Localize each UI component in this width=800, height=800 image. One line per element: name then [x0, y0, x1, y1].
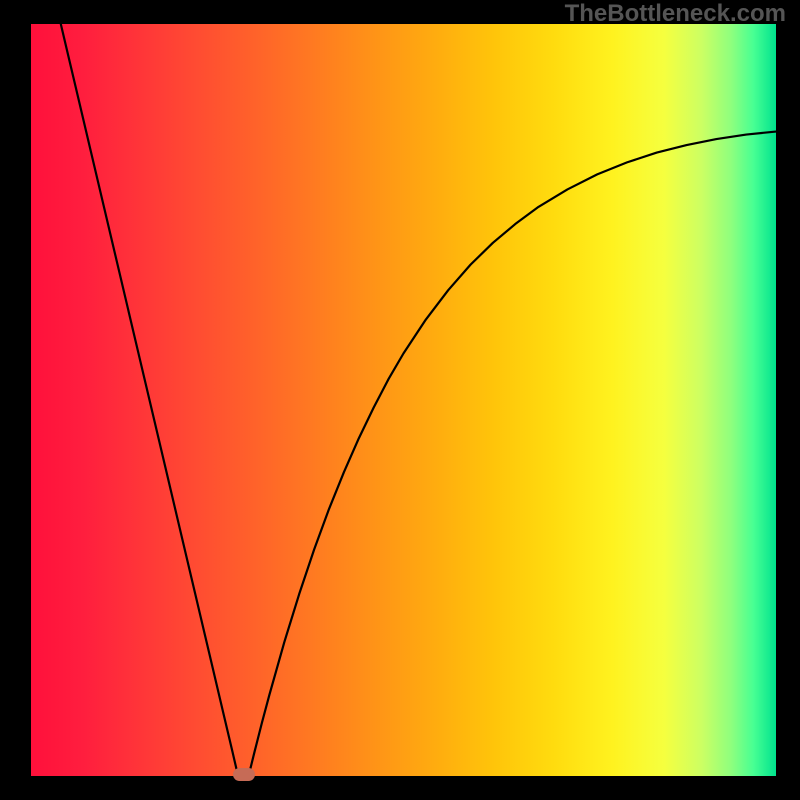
curve-left-branch [61, 24, 238, 776]
watermark-text: TheBottleneck.com [565, 0, 786, 28]
bottleneck-curve [31, 24, 776, 776]
optimum-marker [233, 768, 255, 781]
gradient-plot-area [31, 24, 776, 776]
curve-right-branch [249, 132, 776, 776]
chart-stage: TheBottleneck.com [0, 0, 800, 800]
